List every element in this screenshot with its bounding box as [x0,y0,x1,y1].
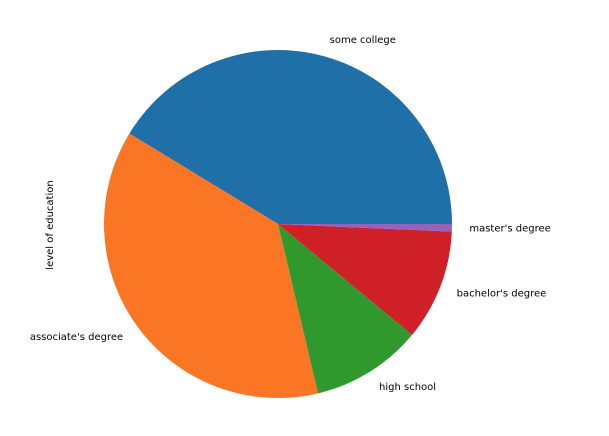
y-axis-label: level of education [45,180,56,269]
pie-slice-3 [278,224,452,335]
pie-slice-2 [278,224,413,394]
pie-slices [104,50,453,399]
pie-label-4: master's degree [469,224,550,235]
pie-label-0: some college [330,35,396,46]
pie-label-2: high school [379,382,436,393]
pie-slice-1 [104,133,319,399]
pie-slice-0 [129,50,453,224]
pie-label-3: bachelor's degree [457,288,547,299]
pie-labels: some college associate's degree high schoo… [30,35,551,393]
pie-label-1: associate's degree [30,332,123,343]
pie-slice-4 [278,224,452,232]
